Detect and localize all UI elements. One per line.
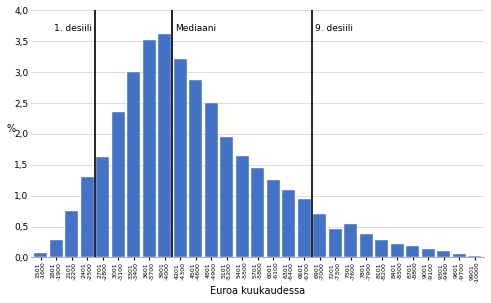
Bar <box>34 253 47 258</box>
Bar <box>65 211 78 258</box>
Bar <box>359 234 373 258</box>
Bar <box>344 224 357 258</box>
Bar <box>142 40 156 258</box>
Bar <box>189 80 202 258</box>
Bar <box>391 244 404 258</box>
Text: 9. desiili: 9. desiili <box>315 24 353 33</box>
X-axis label: Euroa kuukaudessa: Euroa kuukaudessa <box>210 286 305 296</box>
Text: 1. desiili: 1. desiili <box>54 24 92 33</box>
Bar <box>375 240 388 258</box>
Bar <box>422 249 435 258</box>
Bar <box>50 240 63 258</box>
Bar <box>313 214 327 258</box>
Bar <box>111 112 125 258</box>
Bar <box>282 190 295 258</box>
Bar <box>205 103 218 258</box>
Y-axis label: %: % <box>7 124 16 134</box>
Bar <box>267 180 280 258</box>
Bar <box>298 199 311 258</box>
Bar <box>158 34 171 258</box>
Bar <box>437 251 450 258</box>
Bar <box>96 158 109 258</box>
Bar <box>406 246 419 258</box>
Bar <box>328 229 342 258</box>
Bar <box>220 137 233 258</box>
Text: Mediaani: Mediaani <box>175 24 217 33</box>
Bar <box>174 58 187 258</box>
Bar <box>453 254 466 258</box>
Bar <box>81 177 94 258</box>
Bar <box>236 155 249 258</box>
Bar <box>127 72 140 258</box>
Bar <box>251 168 264 258</box>
Bar <box>468 256 481 258</box>
